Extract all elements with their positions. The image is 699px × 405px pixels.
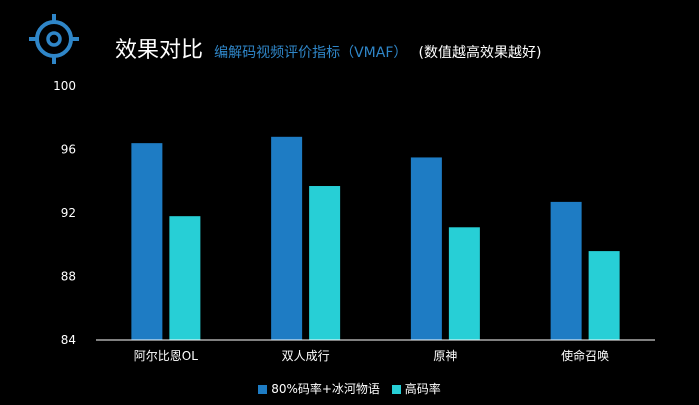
y-tick-label: 100 — [53, 79, 76, 93]
x-tick-label: 双人成行 — [282, 349, 330, 363]
title-subtitle: 编解码视频评价指标（VMAF） — [214, 45, 408, 61]
bar-series-1-3 — [410, 157, 442, 340]
legend-item-series-1: 80%码率+冰河物语 — [258, 380, 380, 397]
bar-series-2-4 — [588, 251, 620, 340]
bar-series-1-2 — [271, 136, 303, 340]
legend-label-series-2: 高码率 — [404, 382, 441, 396]
y-tick-label: 88 — [61, 270, 76, 284]
x-tick-label: 阿尔比恩OL — [134, 348, 198, 363]
y-tick-label: 92 — [61, 206, 76, 220]
title-note: (数值越高效果越好) — [418, 45, 542, 61]
legend-swatch-series-2 — [391, 385, 401, 394]
bar-series-2-1 — [169, 216, 201, 340]
bar-series-2-2 — [309, 186, 341, 340]
chart-legend: 80%码率+冰河物语 高码率 — [0, 380, 699, 397]
y-tick-label: 84 — [61, 333, 76, 347]
legend-item-series-2: 高码率 — [391, 380, 441, 397]
page-title: 效果对比 编解码视频评价指标（VMAF） (数值越高效果越好) — [115, 32, 541, 64]
bar-series-1-1 — [131, 143, 163, 340]
crosshair-target-icon — [29, 14, 79, 64]
y-tick-label: 96 — [61, 143, 76, 157]
legend-swatch-series-1 — [258, 385, 268, 394]
legend-label-series-1: 80%码率+冰河物语 — [271, 382, 380, 396]
x-tick-label: 原神 — [433, 349, 457, 363]
title-main: 效果对比 — [115, 38, 204, 63]
x-tick-label: 使命召唤 — [561, 348, 609, 363]
bar-series-2-3 — [448, 227, 480, 340]
bar-series-1-4 — [550, 201, 582, 340]
